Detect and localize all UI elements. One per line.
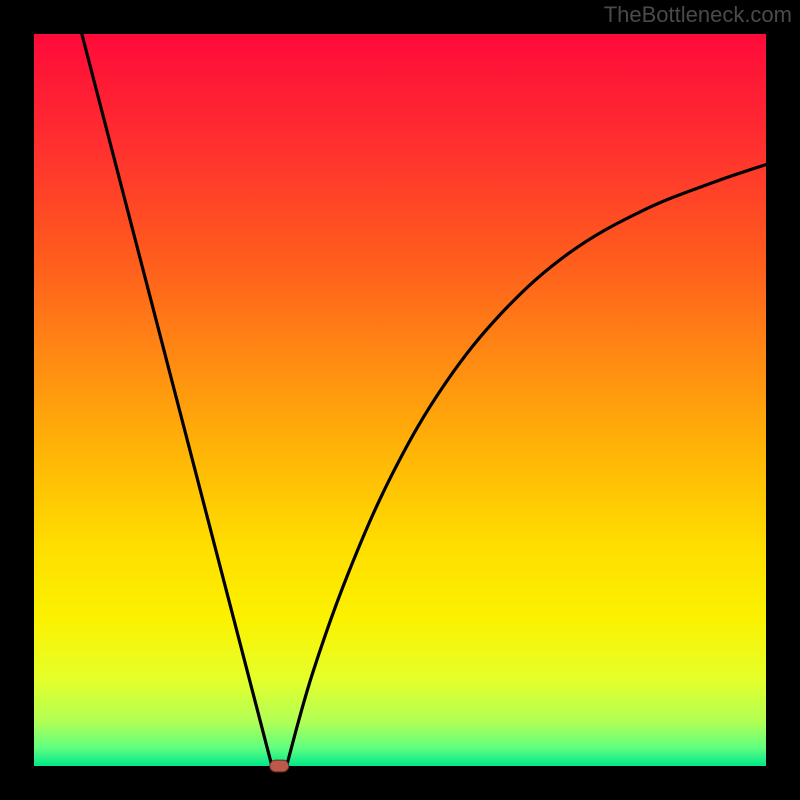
watermark-text: TheBottleneck.com	[604, 2, 792, 28]
chart-container: TheBottleneck.com	[0, 0, 800, 800]
bottleneck-chart	[0, 0, 800, 800]
chart-plot-area	[34, 34, 766, 766]
minimum-marker	[270, 760, 289, 772]
